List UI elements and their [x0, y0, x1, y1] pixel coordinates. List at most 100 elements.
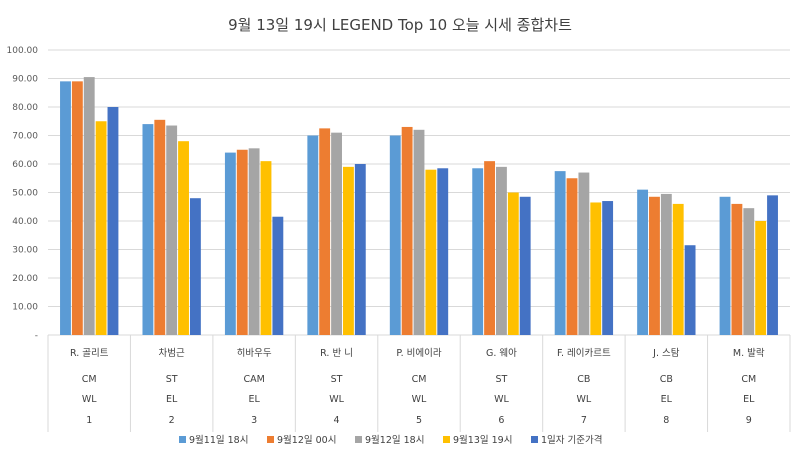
- bar-series-3-cat-5: [507, 192, 519, 335]
- category-rank: 9: [746, 415, 752, 426]
- bar-series-2-cat-7: [660, 193, 672, 335]
- bar-series-4-cat-6: [602, 201, 614, 335]
- bar-series-1-cat-6: [566, 178, 578, 335]
- bar-series-4-cat-1: [189, 198, 201, 335]
- y-tick-label: 50.00: [12, 189, 38, 199]
- category-position: CB: [660, 374, 673, 385]
- bar-series-2-cat-3: [331, 132, 342, 335]
- bar-series-0-cat-4: [389, 135, 401, 335]
- category-rank: 8: [663, 415, 669, 426]
- bar-series-3-cat-2: [260, 161, 272, 335]
- bar-series-2-cat-1: [166, 125, 178, 336]
- legend-swatch: [443, 436, 450, 443]
- y-tick-label: -: [35, 331, 38, 341]
- category-rank: 7: [581, 415, 587, 426]
- bar-series-3-cat-0: [95, 121, 107, 335]
- bar-series-4-cat-0: [107, 107, 119, 335]
- chart-title: 9월 13일 19시 LEGEND Top 10 오늘 시세 종합차트: [228, 16, 572, 34]
- category-name: M. 발락: [733, 347, 765, 359]
- category-card: WL: [494, 394, 509, 405]
- legend-label: 9월13일 19시: [453, 434, 512, 446]
- bar-series-1-cat-5: [484, 161, 496, 335]
- bar-series-4-cat-4: [437, 168, 449, 335]
- bar-series-3-cat-1: [178, 141, 189, 335]
- bar-series-0-cat-5: [472, 168, 484, 335]
- bar-series-0-cat-1: [142, 124, 154, 335]
- bar-series-0-cat-6: [554, 171, 566, 335]
- bar-series-0-cat-0: [60, 81, 71, 335]
- bar-series-4-cat-5: [519, 196, 531, 335]
- category-rank: 3: [251, 415, 257, 426]
- bar-series-1-cat-4: [401, 126, 413, 335]
- category-position: ST: [496, 374, 508, 385]
- y-tick-label: 10.00: [12, 303, 38, 313]
- category-position: ST: [331, 374, 343, 385]
- bar-series-2-cat-5: [496, 166, 507, 335]
- bar-series-0-cat-3: [307, 135, 319, 335]
- legend-swatch: [531, 436, 538, 443]
- category-name: 히바우두: [237, 348, 272, 359]
- legend-swatch: [267, 436, 274, 443]
- bar-series-0-cat-2: [224, 152, 236, 335]
- y-tick-label: 100.00: [7, 46, 39, 56]
- y-tick-label: 70.00: [12, 132, 38, 142]
- bar-series-0-cat-7: [637, 189, 649, 335]
- y-tick-label: 40.00: [12, 217, 38, 227]
- category-position: CM: [82, 374, 97, 385]
- category-card: WL: [577, 394, 592, 405]
- bar-series-1-cat-1: [154, 119, 166, 335]
- y-tick-label: 90.00: [12, 75, 38, 85]
- bar-series-3-cat-3: [342, 166, 354, 335]
- category-card: WL: [412, 394, 427, 405]
- x-axis: R. 골리트 CM WL 1 차범근 ST EL 2 히바우두 CAM EL 3 R. 반 니 ST WL 4…: [70, 347, 765, 426]
- category-rank: 5: [416, 415, 422, 426]
- legend-label: 9월11일 18시: [189, 434, 248, 446]
- category-name: 차범근: [159, 347, 185, 359]
- category-position: CM: [741, 374, 756, 385]
- y-axis: - 10.00 20.00 30.00 40.00 50.00 60.00 70.00 80.0…: [7, 46, 39, 341]
- bar-series-4-cat-7: [684, 245, 696, 335]
- category-card: EL: [248, 394, 260, 405]
- legend-label: 1일자 기준가격: [541, 434, 603, 446]
- category-name: G. 웨아: [486, 347, 517, 359]
- bar-series-2-cat-6: [578, 172, 590, 335]
- bar-series-1-cat-3: [319, 128, 331, 335]
- bar-series-1-cat-2: [236, 149, 248, 335]
- bar-series-3-cat-7: [672, 203, 684, 335]
- bar-series-2-cat-2: [248, 148, 260, 335]
- bar-series-0-cat-8: [719, 196, 731, 335]
- legend-label: 9월12일 18시: [365, 434, 424, 446]
- bar-series-1-cat-7: [649, 196, 660, 335]
- category-position: CAM: [243, 374, 264, 385]
- y-tick-label: 60.00: [12, 160, 38, 170]
- category-position: ST: [166, 374, 178, 385]
- category-name: F. 레이카르트: [557, 348, 611, 359]
- bar-series-4-cat-3: [354, 164, 366, 335]
- legend: 9월11일 18시 9월12일 00시 9월12일 18시 9월13일 19시 1일자 …: [179, 434, 603, 446]
- bar-series-2-cat-8: [743, 208, 755, 335]
- bar-series-3-cat-6: [590, 202, 602, 335]
- category-card: WL: [329, 394, 344, 405]
- category-rank: 4: [334, 415, 340, 426]
- bar-series-4-cat-8: [767, 195, 778, 335]
- category-card: WL: [82, 394, 97, 405]
- category-rank: 6: [498, 415, 504, 426]
- category-card: EL: [743, 394, 755, 405]
- category-card: EL: [166, 394, 178, 405]
- bar-series-2-cat-4: [413, 129, 425, 335]
- category-rank: 2: [169, 415, 175, 426]
- bar-series-3-cat-8: [755, 221, 767, 335]
- legend-label: 9월12일 00시: [277, 434, 336, 446]
- legend-swatch: [179, 436, 186, 443]
- bar-series-1-cat-8: [731, 203, 743, 335]
- bar-series-1-cat-0: [71, 81, 83, 335]
- bar-series-2-cat-0: [83, 77, 95, 335]
- category-position: CB: [577, 374, 590, 385]
- bar-series-3-cat-4: [425, 169, 437, 335]
- category-name: P. 비에이라: [396, 348, 442, 359]
- category-name: R. 골리트: [70, 348, 109, 359]
- bars: [60, 77, 778, 336]
- y-tick-label: 80.00: [12, 103, 38, 113]
- category-name: J. 스탐: [652, 347, 680, 359]
